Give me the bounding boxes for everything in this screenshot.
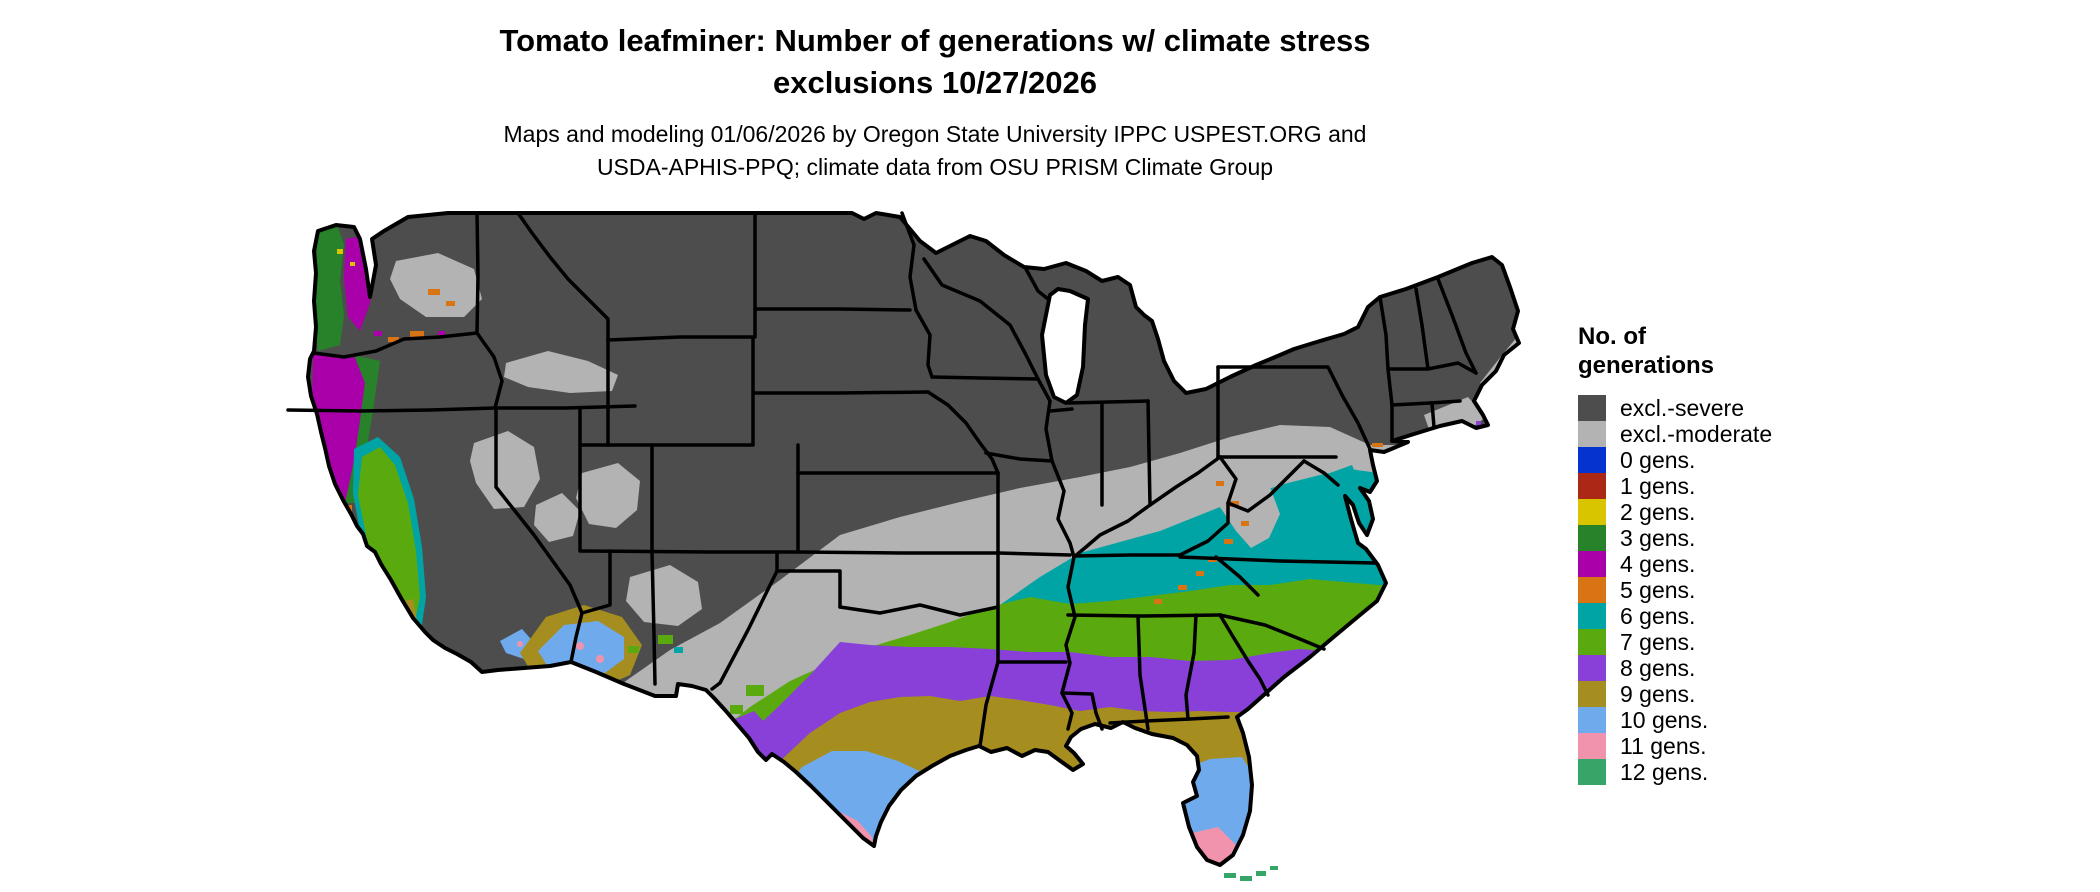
legend-item-g12: 12 gens. [1578,759,1878,785]
legend-item-g7: 7 gens. [1578,629,1878,655]
legend-title-line2: generations [1578,352,1715,379]
legend-label-g2: 2 gens. [1620,499,1696,525]
legend-item-excl-severe: excl.-severe [1578,395,1878,421]
legend-item-g10: 10 gens. [1578,707,1878,733]
legend-swatch-g10 [1578,707,1606,733]
legend-label-g0: 0 gens. [1620,447,1696,473]
legend-label-excl-moderate: excl.-moderate [1620,421,1773,447]
legend-swatch-g5 [1578,577,1606,603]
legend-swatch-g3 [1578,525,1606,551]
legend-swatch-excl-moderate [1578,421,1606,447]
legend-swatch-g0 [1578,447,1606,473]
map-title-line2: exclusions 10/27/2026 [772,65,1097,100]
legend-swatch-g9 [1578,681,1606,707]
legend-label-g1: 1 gens. [1620,473,1696,499]
legend-swatch-g8 [1578,655,1606,681]
legend-label-g9: 9 gens. [1620,681,1696,707]
legend-label-g6: 6 gens. [1620,603,1696,629]
legend-items: excl.-severe excl.-moderate 0 gens. 1 gens.… [1578,395,1878,785]
legend-label-g8: 8 gens. [1620,655,1696,681]
map-subtitle: Maps and modeling 01/06/2026 by Oregon S… [0,118,1870,184]
legend-item-g2: 2 gens. [1578,499,1878,525]
legend-item-g1: 1 gens. [1578,473,1878,499]
legend-swatch-g12 [1578,759,1606,785]
legend-item-g6: 6 gens. [1578,603,1878,629]
florida-keys [1224,866,1278,881]
legend-label-g7: 7 gens. [1620,629,1696,655]
us-map-container [280,205,1565,892]
map-title-line1: Tomato leafminer: Number of generations … [499,23,1371,58]
legend-swatch-g1 [1578,473,1606,499]
legend-item-g11: 11 gens. [1578,733,1878,759]
legend-title: No. of generations [1578,322,1878,380]
us-outline [306,211,1521,867]
legend-swatch-g6 [1578,603,1606,629]
legend-swatch-g11 [1578,733,1606,759]
legend-item-g5: 5 gens. [1578,577,1878,603]
legend-item-g0: 0 gens. [1578,447,1878,473]
map-subtitle-line2: USDA-APHIS-PPQ; climate data from OSU PR… [596,154,1274,180]
legend-item-g4: 4 gens. [1578,551,1878,577]
legend-swatch-g2 [1578,499,1606,525]
legend-item-excl-moderate: excl.-moderate [1578,421,1878,447]
legend-title-line1: No. of [1578,323,1646,350]
map-color-fill-layers [308,213,1519,865]
legend-label-g10: 10 gens. [1620,707,1709,733]
legend-swatch-g7 [1578,629,1606,655]
state-borders [286,211,1478,748]
legend-label-g12: 12 gens. [1620,759,1709,785]
legend-swatch-g4 [1578,551,1606,577]
legend-label-g3: 3 gens. [1620,525,1696,551]
us-choropleth-map [286,211,1521,881]
map-subtitle-line1: Maps and modeling 01/06/2026 by Oregon S… [503,121,1367,147]
map-legend: No. of generations excl.-severe excl.-mod… [1578,322,1878,785]
legend-item-g9: 9 gens. [1578,681,1878,707]
legend-swatch-excl-severe [1578,395,1606,421]
legend-label-g5: 5 gens. [1620,577,1696,603]
legend-label-g11: 11 gens. [1620,733,1707,759]
map-title: Tomato leafminer: Number of generations … [0,20,1870,104]
legend-label-g4: 4 gens. [1620,551,1696,577]
legend-label-excl-severe: excl.-severe [1620,395,1744,421]
legend-item-g3: 3 gens. [1578,525,1878,551]
legend-item-g8: 8 gens. [1578,655,1878,681]
